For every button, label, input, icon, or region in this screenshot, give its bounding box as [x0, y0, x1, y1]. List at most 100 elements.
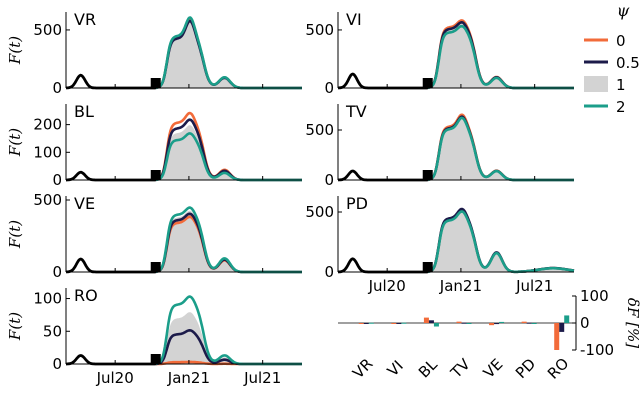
- panel-label: BL: [74, 102, 94, 121]
- area-psi-1: [427, 23, 574, 89]
- area-psi-1: [155, 312, 302, 364]
- bar-bl-psi-0: [423, 317, 429, 323]
- intervention-marker: [150, 78, 161, 88]
- legend-label: 2: [616, 98, 626, 116]
- area-psi-1: [155, 210, 302, 272]
- area-psi-1: [155, 19, 302, 88]
- panel-label: RO: [74, 286, 98, 305]
- observed-line: [66, 170, 157, 182]
- observed-line: [337, 169, 429, 182]
- panel-label: TV: [345, 102, 367, 121]
- area-psi-1: [155, 125, 302, 180]
- x-tick-label: Jul20: [368, 277, 406, 295]
- bar-category-label: VE: [480, 355, 507, 382]
- bar-pd-psi-2: [531, 323, 537, 324]
- panel-pd: 0 500 PD Jul20 Jan21 Jul21: [305, 194, 575, 295]
- bar-vi-psi-0: [391, 323, 397, 324]
- bar-pd-psi-0: [521, 321, 527, 323]
- intervention-marker: [422, 262, 433, 272]
- area-psi-1: [427, 116, 574, 180]
- bar-category-label: PD: [512, 355, 539, 382]
- panel-label: PD: [346, 194, 368, 213]
- y-tick-label: 500: [305, 203, 334, 221]
- bar-vr-psi-0: [358, 323, 364, 324]
- bar-vr-psi-0_5: [363, 323, 369, 324]
- legend-label: 1: [616, 76, 626, 94]
- bar-pd-psi-0_5: [526, 322, 532, 324]
- y-tick-label: 50: [43, 322, 62, 340]
- bar-vi-psi-2: [401, 322, 407, 324]
- observed-line: [65, 257, 157, 274]
- bar-tv-psi-0: [456, 321, 462, 323]
- intervention-marker: [422, 78, 433, 88]
- bar-category-label: BL: [415, 355, 441, 381]
- y-tick-label: 100: [33, 143, 62, 161]
- y-tick-label: 500: [305, 21, 334, 39]
- y-tick-label: 500: [305, 121, 334, 139]
- bar-bl-psi-0_5: [428, 320, 434, 323]
- bar-vr-psi-2: [368, 322, 374, 324]
- legend-label: 0: [616, 32, 626, 50]
- intervention-marker: [150, 170, 161, 180]
- bar-y-axis-label: δF [%]: [624, 298, 642, 348]
- x-tick-label: Jul21: [243, 369, 281, 387]
- intervention-marker: [422, 170, 433, 180]
- y-axis-label: F(t): [6, 36, 24, 65]
- y-tick-label: 0: [52, 263, 62, 281]
- x-tick-label: Jul20: [96, 369, 134, 387]
- y-tick-label: 0: [324, 171, 334, 189]
- x-tick-label: Jul21: [515, 277, 553, 295]
- bar-y-tick-label: 0: [580, 314, 590, 332]
- bar-ve-psi-2: [499, 321, 505, 323]
- y-tick-label: 0: [324, 263, 334, 281]
- intervention-marker: [150, 354, 161, 364]
- y-axis-label: F(t): [6, 220, 24, 249]
- bar-category-label: RO: [544, 354, 572, 382]
- observed-line: [66, 354, 157, 366]
- panel-bl: 0 100 200 BL F(t): [6, 102, 303, 189]
- y-tick-label: 0: [52, 79, 62, 97]
- panel-label: VI: [346, 10, 362, 29]
- bar-category-label: VI: [384, 357, 407, 380]
- x-tick-label: Jan21: [167, 369, 210, 387]
- bar-category-label: VR: [349, 355, 376, 382]
- y-tick-label: 500: [33, 191, 62, 209]
- x-tick-label: Jan21: [439, 277, 482, 295]
- bar-ve-psi-0_5: [494, 323, 500, 325]
- line-psi-2: [427, 210, 575, 274]
- legend-label: 0.5: [616, 54, 640, 72]
- legend: ψ 0 0.5 1 2: [584, 1, 640, 116]
- bar-ro-psi-2: [564, 315, 570, 323]
- y-tick-label: 500: [33, 21, 62, 39]
- y-tick-label: 0: [324, 79, 334, 97]
- panel-label: VR: [74, 10, 96, 29]
- bar-panel: -100 0 100 δF [%] VR VI BL TV VE PD RO: [338, 287, 642, 383]
- bar-tv-psi-0_5: [461, 322, 467, 324]
- bar-ve-psi-0: [489, 323, 495, 326]
- observed-line: [65, 73, 157, 90]
- bar-tv-psi-2: [466, 323, 472, 324]
- y-tick-label: 0: [52, 171, 62, 189]
- bar-y-tick-label: -100: [580, 341, 614, 359]
- y-axis-label: F(t): [6, 128, 24, 157]
- observed-line: [337, 257, 429, 274]
- y-axis-label: F(t): [6, 312, 24, 341]
- y-tick-label: 0: [52, 355, 62, 373]
- bar-bl-psi-2: [433, 323, 439, 327]
- bar-vi-psi-0_5: [396, 323, 402, 324]
- legend-title: ψ: [617, 1, 630, 20]
- panel-vi: 0 500 VI: [305, 10, 575, 97]
- panel-label: VE: [74, 194, 95, 213]
- y-tick-label: 200: [33, 116, 62, 134]
- panel-vr: 0 500 VR F(t): [6, 10, 303, 97]
- bar-ro-psi-0_5: [559, 323, 565, 332]
- panel-ro: 0 50 100 RO F(t) Jul20 Jan21 Jul21: [6, 286, 303, 387]
- area-psi-1: [427, 210, 574, 272]
- intervention-marker: [150, 262, 161, 272]
- panel-tv: 0 500 TV: [305, 102, 575, 189]
- bar-y-tick-label: 100: [580, 287, 609, 305]
- panel-ve: 0 500 VE F(t): [6, 191, 303, 281]
- bar-ro-psi-0: [554, 323, 560, 350]
